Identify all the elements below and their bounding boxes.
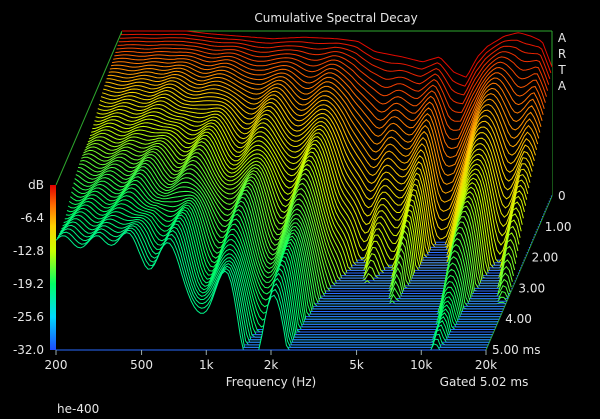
waterfall-slices bbox=[55, 30, 553, 351]
footer-label: he-400 bbox=[57, 402, 100, 416]
y-tick-label: dB bbox=[28, 178, 44, 192]
x-tick-label: 1k bbox=[199, 358, 214, 372]
y-tick-label: -32.0 bbox=[13, 343, 44, 357]
gated-label: Gated 5.02 ms bbox=[440, 375, 529, 389]
chart-title: Cumulative Spectral Decay bbox=[254, 11, 417, 25]
x-tick-label: 200 bbox=[45, 358, 68, 372]
x-axis-ticks: 200 500 1k 2k 5k 10k 20k bbox=[45, 350, 497, 372]
x-tick-label: 500 bbox=[130, 358, 153, 372]
x-tick-label: 2k bbox=[264, 358, 279, 372]
time-tick-label: 0 bbox=[558, 189, 566, 203]
time-tick-label: 3.00 bbox=[518, 281, 545, 295]
y-axis-ticks: dB -6.4 -12.8 -19.2 -25.6 -32.0 bbox=[13, 178, 44, 357]
y-tick-label: -6.4 bbox=[21, 211, 44, 225]
x-tick-label: 10k bbox=[410, 358, 432, 372]
time-tick-label: 2.00 bbox=[532, 251, 559, 265]
color-bar bbox=[50, 185, 56, 350]
time-tick-label: 1.00 bbox=[545, 220, 572, 234]
y-tick-label: -25.6 bbox=[13, 310, 44, 324]
time-tick-label: 5.00 ms bbox=[492, 343, 540, 357]
time-axis-ticks: 0 1.00 2.00 3.00 4.00 5.00 ms bbox=[492, 189, 572, 357]
x-axis-label: Frequency (Hz) bbox=[226, 375, 317, 389]
x-tick-label: 20k bbox=[475, 358, 497, 372]
time-tick-label: 4.00 bbox=[505, 312, 532, 326]
frame-diag-top bbox=[55, 30, 123, 186]
x-tick-label: 5k bbox=[349, 358, 364, 372]
y-tick-label: -19.2 bbox=[13, 277, 44, 291]
y-tick-label: -12.8 bbox=[13, 244, 44, 258]
